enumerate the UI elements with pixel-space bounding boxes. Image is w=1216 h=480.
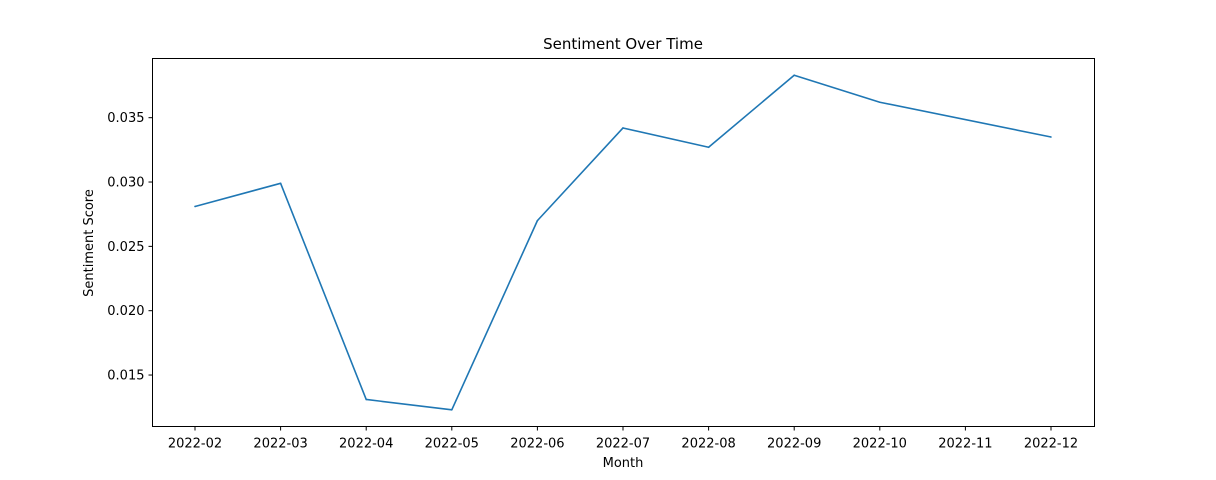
series-line <box>194 74 1052 411</box>
y-axis-label: Sentiment Score <box>82 189 97 297</box>
y-tick-label: 0.020 <box>107 304 144 319</box>
x-tick-label: 2022-12 <box>1024 437 1078 452</box>
x-axis-label: Month <box>603 456 644 471</box>
x-tick-label: 2022-09 <box>767 437 821 452</box>
data-point <box>536 219 539 222</box>
x-tick-label: 2022-02 <box>168 437 222 452</box>
data-point <box>365 398 368 401</box>
data-point <box>879 101 881 104</box>
series-layer <box>194 74 1052 411</box>
y-tick-label: 0.015 <box>107 369 144 384</box>
y-tick-label: 0.025 <box>107 240 144 255</box>
y-tick-label: 0.035 <box>107 111 144 126</box>
data-point <box>194 205 196 208</box>
chart-title: Sentiment Over Time <box>543 35 703 53</box>
x-tick-label: 2022-04 <box>339 437 393 452</box>
data-point <box>793 74 795 77</box>
y-axis-ticks: 0.015 0.020 0.025 0.030 0.035 <box>107 111 153 384</box>
x-tick-label: 2022-08 <box>681 437 735 452</box>
x-tick-label: 2022-05 <box>425 437 479 452</box>
x-tick-label: 2022-11 <box>938 437 992 452</box>
x-axis-ticks: 2022-02 2022-03 2022-04 2022-05 2022-06 2022-… <box>168 426 1078 452</box>
x-tick-label: 2022-06 <box>510 437 564 452</box>
x-tick-label: 2022-07 <box>596 437 650 452</box>
data-point <box>279 182 282 185</box>
x-tick-label: 2022-03 <box>253 437 307 452</box>
data-point <box>622 127 624 129</box>
plot-frame <box>152 58 1095 427</box>
x-tick-label: 2022-10 <box>853 437 907 452</box>
data-point <box>707 146 710 149</box>
y-tick-label: 0.030 <box>107 176 144 191</box>
data-point <box>1050 136 1052 138</box>
data-point <box>451 408 453 411</box>
